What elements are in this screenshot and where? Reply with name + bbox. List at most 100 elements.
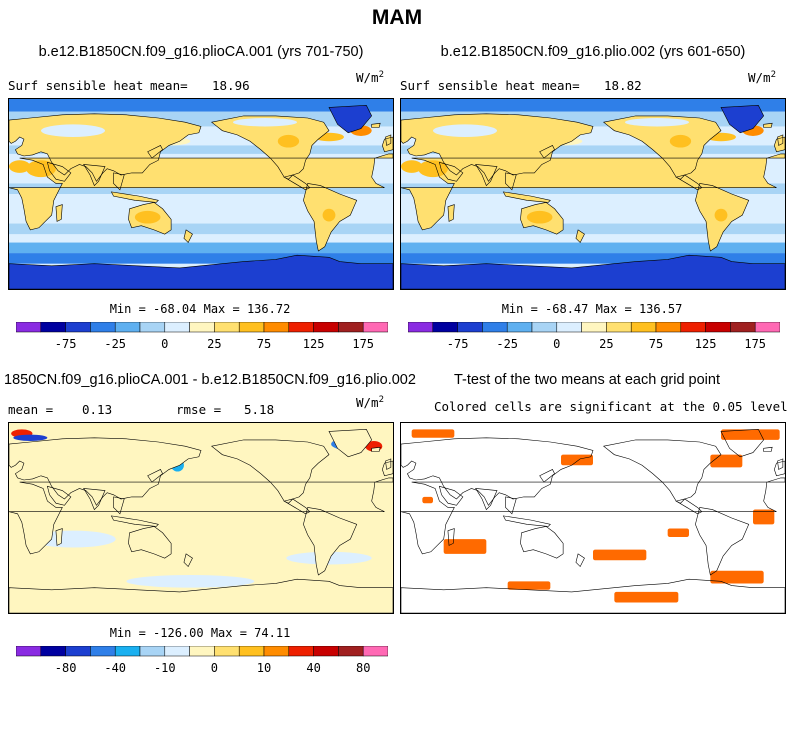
- cbar3-box-7: [189, 646, 215, 657]
- panel4-subtitle: Colored cells are significant at the 0.0…: [434, 399, 788, 414]
- cbar2-box-2: [457, 322, 483, 333]
- panel3-rmse: 5.18: [244, 402, 275, 417]
- cbar3-tick-4: 10: [257, 661, 271, 675]
- coastline-eurasia: [9, 114, 201, 182]
- coastline-japan: [540, 469, 555, 482]
- coastline-n-america: [212, 440, 329, 503]
- land-uk: [385, 458, 391, 470]
- cbar3-box-14: [362, 646, 388, 657]
- land-indonesia: [503, 191, 551, 203]
- cbar2-box-3: [482, 322, 508, 333]
- panel2-colorbar: -75 -25 0 25 75 125 175: [408, 322, 780, 351]
- panel2-mean: 18.82: [604, 78, 642, 93]
- coastline-sea-asia: [506, 173, 517, 190]
- coastline-india: [84, 164, 105, 185]
- coastline-greenland: [329, 429, 372, 456]
- panel1-variable: Surf sensible heat: [8, 78, 144, 93]
- coastline-australia: [128, 526, 171, 558]
- coastline-n-america: [212, 116, 329, 179]
- panel2-units: W/m2: [748, 70, 776, 86]
- panel2-mean-label: mean=: [542, 78, 580, 93]
- cbar2-box-10: [655, 322, 682, 333]
- cbar1-box-8: [214, 322, 240, 333]
- coastline-arabia: [439, 486, 462, 505]
- coastline-antarctica: [9, 255, 393, 289]
- p3-arctic-neg: [13, 434, 48, 441]
- land-n-america: [603, 115, 721, 180]
- coastlines: [401, 429, 785, 613]
- coastline-eurasia: [9, 438, 201, 506]
- cbar1-box-9: [238, 322, 265, 333]
- cbar3-box-3: [90, 646, 116, 657]
- p2-sahara: [418, 160, 448, 178]
- figure-title: MAM: [371, 6, 423, 29]
- coastlines: [401, 105, 785, 289]
- land-indonesia: [111, 515, 159, 527]
- p1-sahel: [9, 160, 31, 173]
- cbar1-box-14: [362, 322, 388, 333]
- cbar2-box-4: [506, 322, 533, 333]
- coastline-europe-west: [774, 137, 785, 152]
- coastline-iceland: [372, 123, 381, 127]
- cbar2-box-11: [680, 322, 706, 333]
- coastline-n-america: [604, 440, 721, 503]
- cbar2-box-13: [730, 322, 756, 333]
- coastline-eurasia: [401, 438, 593, 506]
- p2-siberia: [433, 124, 497, 137]
- coastline-iceland: [372, 447, 381, 451]
- p1-arctic-band: [9, 99, 393, 112]
- cbar2-tick-1: -25: [496, 337, 518, 351]
- panel1-map: [8, 98, 394, 290]
- cbar2-box-7: [581, 322, 607, 333]
- coastline-uk: [386, 135, 391, 146]
- cbar2-box-14: [754, 322, 780, 333]
- coastline-greenland: [329, 105, 372, 132]
- land-central-am: [676, 175, 702, 190]
- p3-land: [9, 429, 393, 613]
- coastline-australia: [520, 202, 563, 234]
- panel3-rmse-label: rmse =: [176, 402, 222, 417]
- p2-canada: [625, 118, 689, 127]
- cbar3-box-12: [313, 646, 339, 657]
- p2-antarctica-fill: [401, 255, 785, 289]
- land-antarctica: [9, 579, 393, 613]
- panel3-colorbar: -80 -40 -10 0 10 40 80: [16, 646, 388, 675]
- coastline-sea-asia: [114, 497, 125, 514]
- cbar2-box-12: [705, 322, 731, 333]
- cbar1-tick-2: 0: [161, 337, 168, 351]
- coastline-madagascar: [448, 205, 454, 222]
- cbar1-tick-5: 125: [303, 337, 325, 351]
- land-n-america: [211, 115, 329, 180]
- p1-north-subtropic-band: [9, 145, 393, 154]
- coastline-europe-west: [382, 137, 393, 152]
- p2-sahel: [401, 160, 423, 173]
- coastline-japan: [540, 145, 555, 158]
- land-s-america: [303, 507, 357, 575]
- cbar3-box-0: [16, 646, 42, 657]
- p4-significant-cell-9: [710, 570, 764, 584]
- coastline-uk: [386, 459, 391, 470]
- land-sea-asia: [113, 496, 125, 514]
- panel2-variable: Surf sensible heat: [400, 78, 536, 93]
- panel1-title: b.e12.B1850CN.f09_g16.plioCA.001 (yrs 70…: [38, 44, 364, 60]
- panel4-map: [400, 422, 786, 614]
- cbar2-box-8: [606, 322, 632, 333]
- coastline-arabia: [47, 162, 70, 181]
- cbar3-tick-6: 80: [356, 661, 370, 675]
- cbar3-box-5: [139, 646, 166, 657]
- panel3-mean-label: mean =: [8, 402, 54, 417]
- panel2-minmax: Min = -68.47 Max = 136.57: [501, 302, 683, 316]
- panel1-mean-label: mean=: [150, 78, 188, 93]
- coastline-uk: [778, 135, 783, 146]
- coastline-madagascar: [56, 205, 62, 222]
- p4-significant-cell-6: [667, 528, 689, 537]
- cbar3-box-11: [288, 646, 314, 657]
- panel2-map: [400, 98, 786, 290]
- coastline-nz: [576, 554, 585, 567]
- coastline-indonesia: [503, 192, 550, 203]
- coastline-japan: [148, 145, 163, 158]
- panel4-title: T-test of the two means at each grid poi…: [454, 372, 720, 388]
- cbar1-tick-0: -75: [55, 337, 77, 351]
- p1-n-america-west: [277, 134, 300, 148]
- cbar3-box-9: [238, 646, 265, 657]
